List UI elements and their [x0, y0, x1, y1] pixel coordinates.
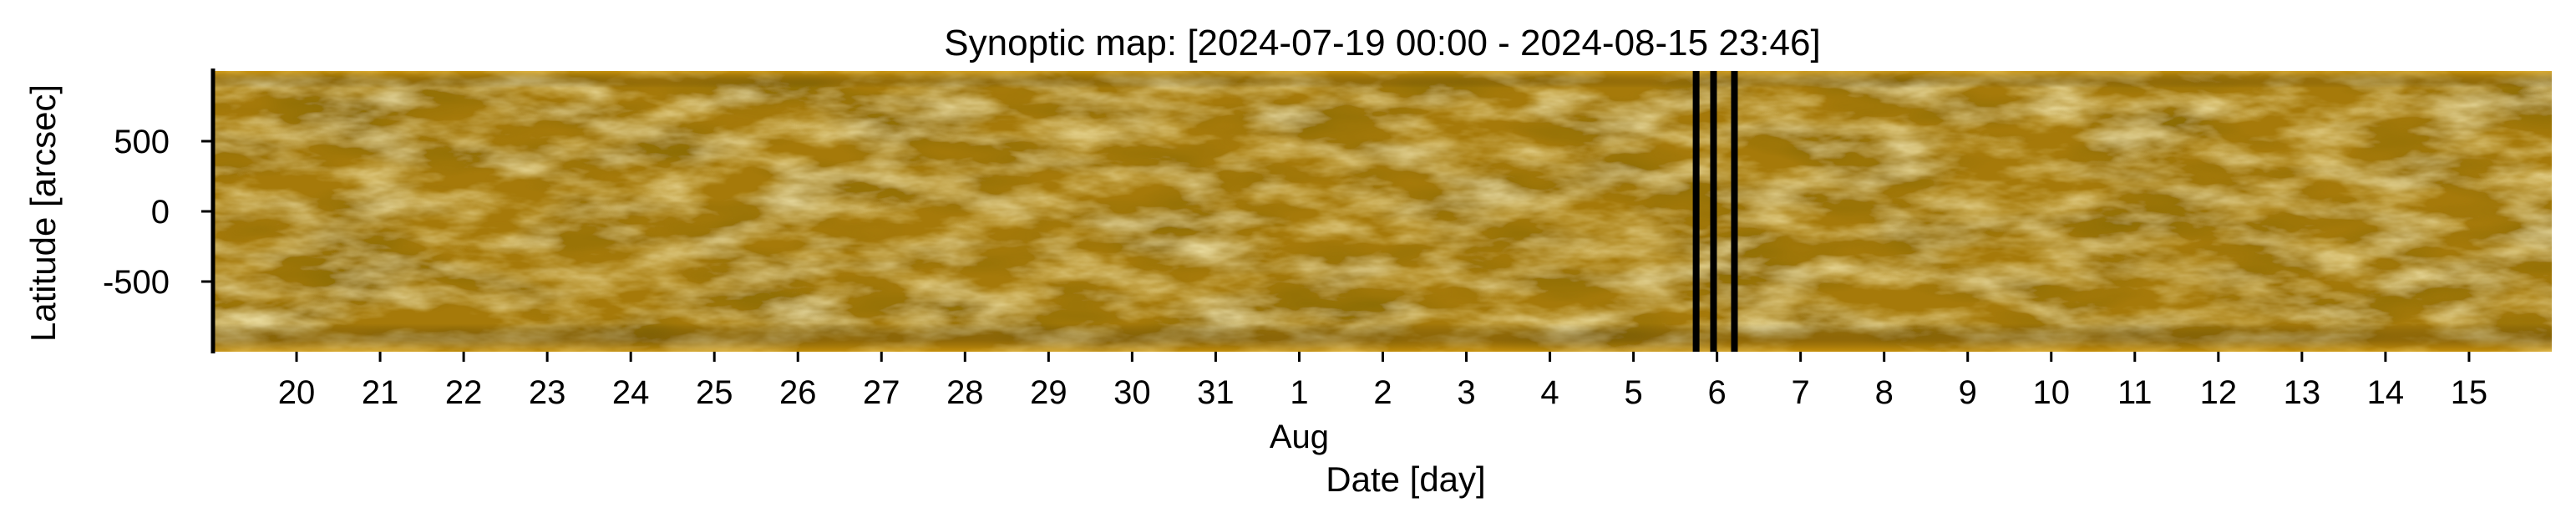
data-gap-0 [1692, 71, 1700, 352]
x-tick-label: 21 [362, 374, 399, 411]
y-axis-label: Latitude [arcsec] [23, 84, 63, 342]
x-tick-label: 26 [779, 374, 817, 411]
y-ticks: 500 0 -500 [103, 124, 213, 301]
x-tick-label: 25 [696, 374, 733, 411]
x-tick-label: 24 [612, 374, 650, 411]
x-tick-label: 20 [278, 374, 316, 411]
y-tick-label: 0 [151, 194, 170, 231]
x-tick-label: 28 [946, 374, 984, 411]
x-tick-label: 12 [2200, 374, 2238, 411]
x-tick-label: 4 [1540, 374, 1559, 411]
x-tick-label: 11 [2117, 374, 2153, 411]
x-tick-label: 15 [2451, 374, 2488, 411]
y-tick-label: 500 [114, 124, 170, 160]
x-tick-label: 30 [1113, 374, 1151, 411]
x-tick-label: 8 [1875, 374, 1894, 411]
x-tick-label: 23 [529, 374, 566, 411]
x-tick-label: 6 [1708, 374, 1727, 411]
data-gap-2 [1731, 71, 1738, 352]
heatmap-image [213, 71, 2552, 352]
x-tick-label: 3 [1457, 374, 1475, 411]
x-tick-label: 7 [1792, 374, 1810, 411]
x-tick-label: 31 [1197, 374, 1235, 411]
x-tick-label: 5 [1624, 374, 1642, 411]
x-ticks: 20 21 22 23 24 25 26 27 28 29 30 31 1 2 3 4 5 6 7 8 9 10 11 12 1… [278, 352, 2487, 411]
y-tick-label: -500 [103, 264, 170, 301]
x-tick-label: 9 [1959, 374, 1977, 411]
x-tick-label: 10 [2033, 374, 2071, 411]
x-tick-label: 29 [1030, 374, 1067, 411]
data-gaps [1692, 71, 1738, 352]
x-tick-label: 13 [2284, 374, 2321, 411]
x-tick-label: 2 [1373, 374, 1392, 411]
data-gap-1 [1710, 71, 1717, 352]
x-tick-label: 22 [445, 374, 483, 411]
x-month-label: Aug [1270, 419, 1329, 455]
heatmap-edge-shade [213, 71, 2552, 352]
x-tick-label: 14 [2367, 374, 2405, 411]
x-axis-label: Date [day] [1326, 460, 1485, 499]
x-tick-label: 1 [1290, 374, 1308, 411]
x-tick-label: 27 [863, 374, 900, 411]
chart-title: Synoptic map: [2024-07-19 00:00 - 2024-0… [944, 23, 1820, 63]
